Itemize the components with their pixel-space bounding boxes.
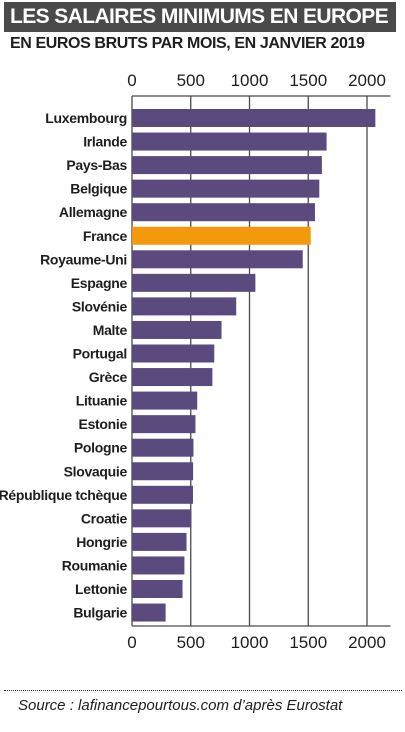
bar-chart: 0 0 500 500 1000 1000 1500 1500 2000 2000 Luxembou… (0, 71, 391, 652)
category-label: Grèce (89, 369, 128, 385)
chart-subtitle: EN EUROS BRUTS PAR MOIS, EN JANVIER 2019 (10, 35, 365, 52)
x-tick-label-bottom: 2000 (348, 633, 386, 652)
bar (132, 203, 315, 222)
category-label: France (83, 228, 128, 244)
x-tick-label-top: 1500 (289, 71, 327, 90)
x-tick-label-top: 1000 (231, 71, 269, 90)
category-label: République tchèque (0, 487, 128, 503)
bar (132, 179, 320, 198)
x-tick-label-bottom: 0 (127, 633, 136, 652)
category-label: Estonie (79, 416, 128, 432)
category-label: Belgique (70, 181, 127, 197)
category-label: Lettonie (75, 581, 128, 597)
bar (132, 438, 194, 457)
bar (132, 603, 166, 622)
bar (132, 297, 237, 316)
bar (132, 462, 194, 481)
x-tick-label-bottom: 1500 (289, 633, 327, 652)
category-label: Bulgarie (73, 605, 127, 621)
bar (132, 156, 322, 175)
x-tick-label-bottom: 1000 (231, 633, 269, 652)
bar (132, 250, 303, 269)
bar (132, 415, 196, 434)
category-label: Lituanie (76, 393, 128, 409)
x-tick-label-top: 2000 (348, 71, 386, 90)
category-label: Pays-Bas (66, 157, 127, 173)
chart-title: LES SALAIRES MINIMUMS EN EUROPE (4, 2, 397, 32)
category-label: Royaume-Uni (40, 251, 127, 267)
bar (132, 509, 192, 528)
bar (132, 485, 193, 504)
x-tick-label-top: 500 (177, 71, 205, 90)
category-label: Croatie (81, 510, 128, 526)
bar (132, 532, 187, 551)
bar (132, 344, 215, 363)
bar (132, 273, 256, 292)
source-divider (4, 690, 402, 691)
bar (132, 556, 185, 575)
x-tick-label-top: 0 (127, 71, 136, 90)
bar-highlight (132, 226, 311, 245)
category-label: Pologne (74, 440, 128, 456)
category-label: Irlande (83, 134, 127, 150)
category-label: Portugal (73, 346, 127, 362)
category-label: Luxembourg (45, 110, 127, 126)
category-label: Espagne (71, 275, 128, 291)
category-label: Hongrie (76, 534, 127, 550)
category-label: Slovénie (72, 298, 128, 314)
category-label: Slovaquie (64, 463, 128, 479)
category-label: Allemagne (59, 204, 128, 220)
source-note: Source : lafinancepourtous.com d’après E… (18, 697, 343, 714)
bar (132, 368, 213, 387)
x-tick-label-bottom: 500 (177, 633, 205, 652)
bar (132, 132, 327, 151)
bar (132, 391, 198, 410)
category-label: Malte (93, 322, 128, 338)
bar (132, 109, 376, 127)
category-label: Roumanie (62, 557, 128, 573)
bar (132, 320, 222, 339)
bar (132, 580, 183, 598)
